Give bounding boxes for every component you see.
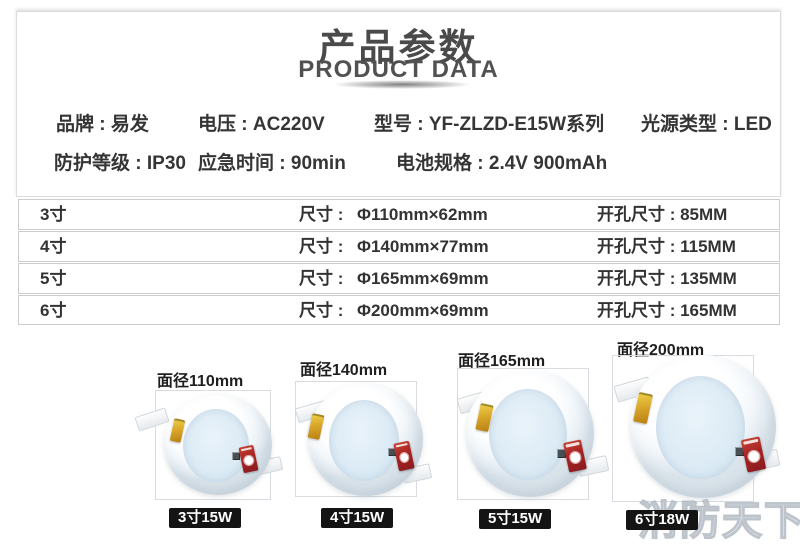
size-cell: 4寸 (40, 237, 67, 256)
size-table-row: 3寸 尺寸 : Φ110mm×62mm 开孔尺寸 : 85MM (18, 199, 780, 230)
dim-value: Φ165mm×69mm (357, 269, 489, 288)
lamp-face (328, 399, 399, 482)
size-table-row: 4寸 尺寸 : Φ140mm×77mm 开孔尺寸 : 115MM (18, 231, 780, 262)
downlight-photo (630, 355, 776, 498)
diameter-label: 面径140mm (300, 362, 388, 379)
spec-brand: 品牌 : 易发 (56, 114, 149, 135)
downlight-photo (164, 394, 272, 495)
dim-value: Φ110mm×62mm (357, 205, 488, 224)
lamp-face (183, 409, 250, 482)
spec-model: 型号 : YF-ZLZD-E15W系列 (374, 114, 605, 135)
lamp-face (489, 389, 568, 481)
hole-size: 开孔尺寸 : 85MM (597, 205, 728, 224)
dim-value: Φ140mm×77mm (357, 237, 489, 256)
qr-code-sticker (388, 448, 396, 456)
dim-label: 尺寸 : (299, 237, 344, 256)
diameter-label: 面径200mm (617, 342, 705, 359)
downlight-photo (308, 383, 423, 496)
dim-value: Φ200mm×69mm (357, 301, 489, 320)
spec-voltage: 电压 : AC220V (198, 114, 325, 135)
size-cell: 3寸 (40, 205, 67, 224)
dim-label: 尺寸 : (299, 205, 344, 224)
size-cell: 5寸 (40, 269, 67, 288)
qr-code-sticker (232, 452, 240, 460)
page-title: 产品参数 (318, 27, 479, 68)
title-shadow-swoosh (332, 80, 472, 89)
hole-size: 开孔尺寸 : 165MM (597, 301, 737, 320)
diameter-label: 面径110mm (157, 373, 244, 390)
size-table-row: 5寸 尺寸 : Φ165mm×69mm 开孔尺寸 : 135MM (18, 263, 780, 294)
size-table-row: 6寸 尺寸 : Φ200mm×69mm 开孔尺寸 : 165MM (18, 295, 780, 325)
diameter-label: 面径165mm (458, 353, 546, 370)
spec-light-source: 光源类型 : LED (641, 114, 772, 135)
hole-size: 开孔尺寸 : 115MM (597, 237, 736, 256)
spec-battery: 电池规格 : 2.4V 900mAh (396, 153, 608, 174)
dim-label: 尺寸 : (299, 269, 344, 288)
lamp-face (656, 376, 746, 480)
power-label: 6寸18W (626, 510, 699, 530)
spec-section-box: 产品参数 PRODUCT DATA 品牌 : 易发 电压 : AC220V 型号… (16, 11, 781, 197)
spec-ip-rating: 防护等级 : IP30 (54, 153, 186, 174)
dim-label: 尺寸 : (299, 301, 344, 320)
downlight-photo (466, 370, 594, 497)
qr-code-sticker (557, 449, 566, 458)
power-label: 4寸15W (321, 508, 394, 528)
hole-size: 开孔尺寸 : 135MM (597, 269, 737, 288)
power-label: 3寸15W (169, 508, 242, 528)
power-label: 5寸15W (479, 509, 552, 529)
page-subtitle: PRODUCT DATA (298, 56, 499, 83)
size-cell: 6寸 (40, 301, 67, 320)
spec-emergency-time: 应急时间 : 90min (198, 153, 346, 174)
qr-code-sticker (735, 447, 744, 456)
